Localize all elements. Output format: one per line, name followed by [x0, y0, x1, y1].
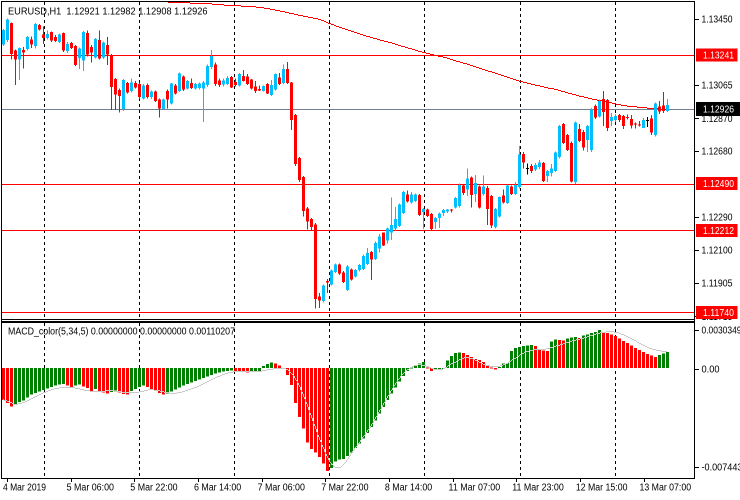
svg-text:1.11740: 1.11740 — [703, 308, 734, 319]
svg-text:6 Mar 14:00: 6 Mar 14:00 — [194, 483, 242, 494]
svg-text:7 Mar 22:00: 7 Mar 22:00 — [321, 483, 369, 494]
svg-text:11 Mar 07:00: 11 Mar 07:00 — [449, 483, 501, 494]
svg-text:8 Mar 14:00: 8 Mar 14:00 — [385, 483, 433, 494]
svg-text:-0.0074430: -0.0074430 — [702, 463, 740, 474]
svg-text:1.13065: 1.13065 — [702, 81, 733, 92]
svg-text:13 Mar 07:00: 13 Mar 07:00 — [640, 483, 692, 494]
svg-text:1.12290: 1.12290 — [702, 213, 733, 224]
svg-text:1.12870: 1.12870 — [702, 114, 733, 125]
svg-text:MACD_color(5,34,5) 0.00000000: MACD_color(5,34,5) 0.00000000 0.00000000… — [8, 327, 235, 338]
svg-text:11 Mar 23:00: 11 Mar 23:00 — [512, 483, 564, 494]
svg-text:1.13450: 1.13450 — [702, 15, 733, 26]
svg-text:1.12490: 1.12490 — [703, 179, 734, 190]
svg-text:0.00: 0.00 — [702, 365, 720, 376]
svg-text:1.12680: 1.12680 — [702, 147, 733, 158]
svg-text:1.11905: 1.11905 — [702, 279, 733, 290]
svg-text:EURUSD,H1 1.12921 1.12982 1.1: EURUSD,H1 1.12921 1.12982 1.12908 1.1292… — [8, 7, 208, 18]
svg-text:5 Mar 06:00: 5 Mar 06:00 — [67, 483, 115, 494]
svg-text:12 Mar 15:00: 12 Mar 15:00 — [576, 483, 628, 494]
svg-text:4 Mar 2019: 4 Mar 2019 — [3, 483, 46, 494]
svg-text:0.0030349: 0.0030349 — [702, 326, 740, 337]
svg-text:1.12926: 1.12926 — [703, 105, 734, 116]
svg-text:7 Mar 06:00: 7 Mar 06:00 — [258, 483, 306, 494]
svg-text:5 Mar 22:00: 5 Mar 22:00 — [130, 483, 178, 494]
svg-text:1.13241: 1.13241 — [703, 51, 734, 62]
svg-text:1.12100: 1.12100 — [702, 246, 733, 257]
svg-text:1.12212: 1.12212 — [703, 226, 734, 237]
